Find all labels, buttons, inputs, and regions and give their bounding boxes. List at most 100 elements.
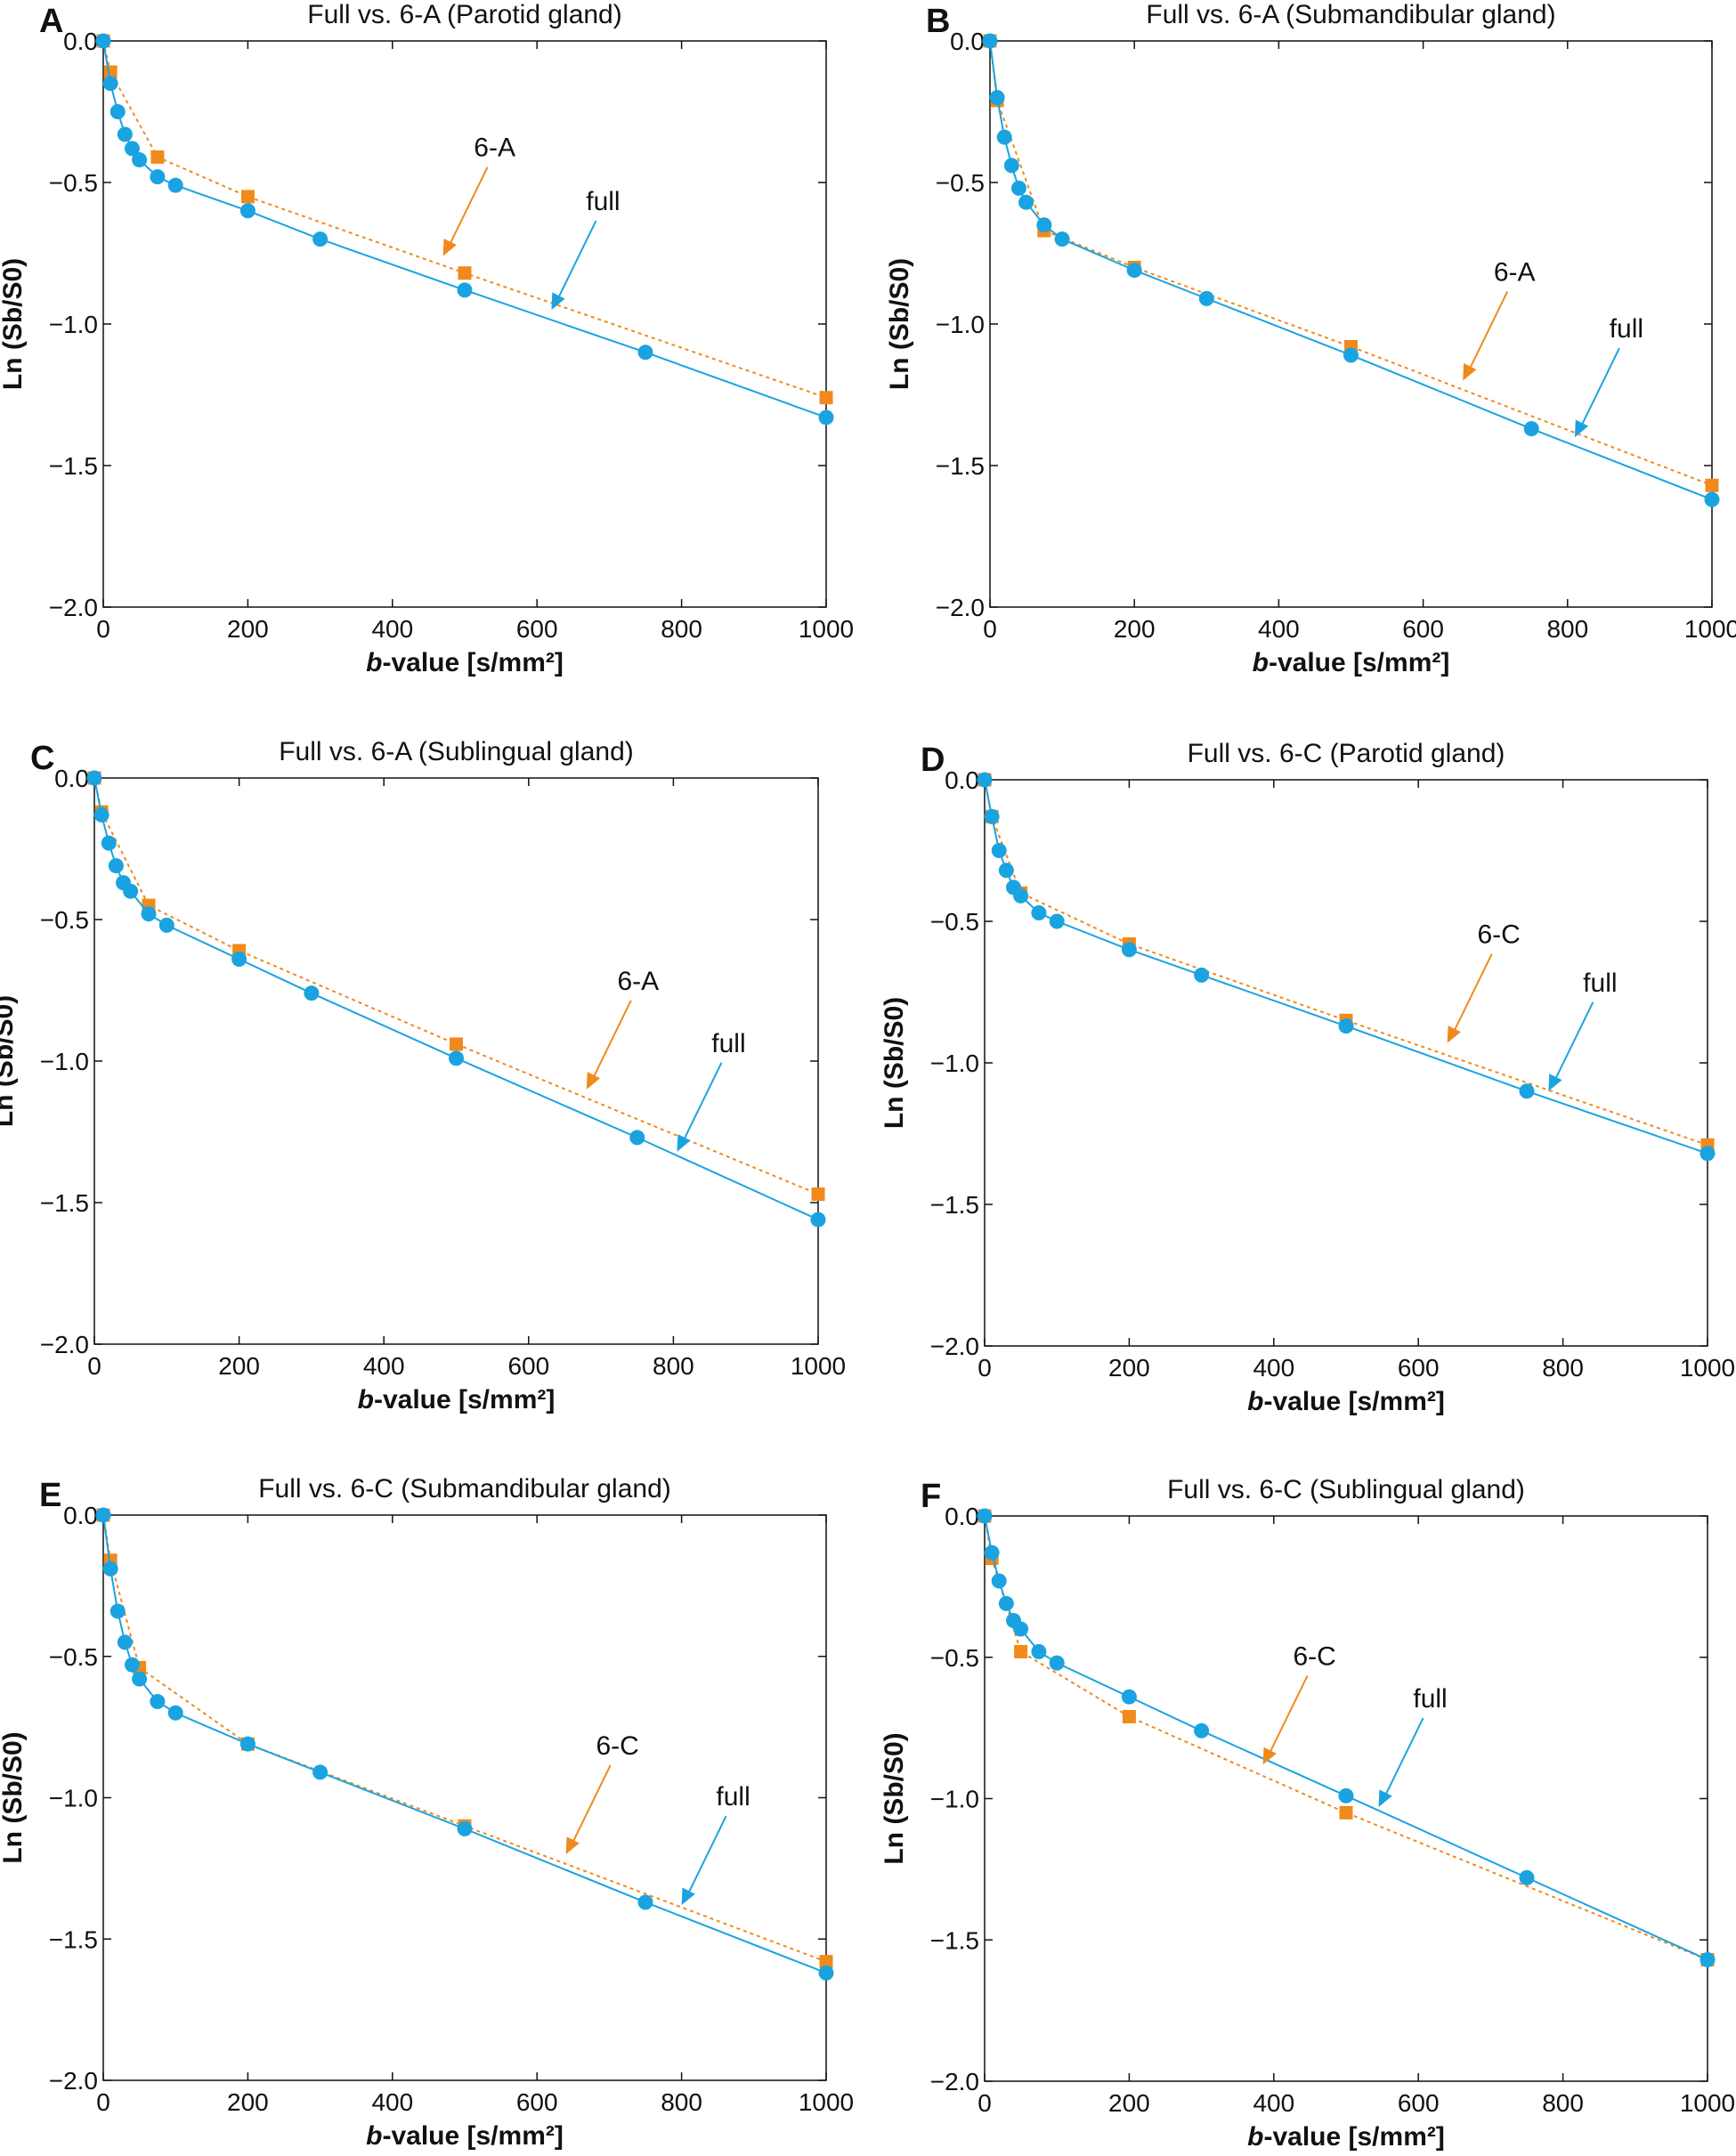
x-axis-label: b-value [s/mm²] [1253,648,1450,677]
x-tick-label: 1000 [799,2088,854,2116]
x-tick-label: 400 [1253,2089,1294,2117]
annotation-arrow-line [449,166,489,245]
annotation-arrowhead [681,1887,695,1906]
panel-letter: F [921,1478,941,1515]
y-tick-label: −1.5 [49,452,98,480]
data-point-circle [110,104,126,119]
data-point-circle [1126,263,1142,279]
annotation-label: 6-A [1494,258,1536,288]
y-axis-label: Ln (Sb/S0) [0,258,28,390]
annotation-label: 6-C [1293,1641,1335,1671]
x-tick-label: 0 [978,2089,992,2117]
data-point-circle [1519,1869,1535,1885]
data-point-circle [231,952,247,968]
x-tick-label: 200 [1108,1354,1150,1382]
y-tick-label: −1.5 [930,1191,979,1219]
plot-frame [989,40,1713,608]
y-tick-label: −1.5 [930,1926,979,1954]
annotation-full: full [551,187,621,311]
x-axis-label-italic: b [1247,1387,1263,1416]
data-point-circle [818,409,834,426]
x-axis-label: b-value [s/mm²] [366,648,564,677]
data-point-circle [1121,1689,1137,1705]
annotation-reduced: 6-A [442,134,515,256]
panel-letter: A [39,3,63,40]
data-point-circle [457,282,473,298]
x-tick-label: 1000 [791,1352,846,1380]
data-point-circle [1013,1621,1029,1637]
x-axis-label: b-value [s/mm²] [358,1385,556,1414]
annotation-reduced: 6-A [1463,258,1536,381]
y-axis-label: Ln (Sb/S0) [0,1731,28,1863]
series-line [93,777,819,1196]
x-tick-label: 600 [507,1352,549,1380]
data-point-circle [123,883,139,899]
series-line [102,40,827,418]
data-point-square [150,150,165,164]
x-tick-label: 200 [1114,615,1156,643]
annotation-arrowhead [565,1836,580,1854]
y-tick-label: −1.5 [49,1925,98,1953]
x-axis-label: b-value [s/mm²] [1247,1387,1445,1416]
y-axis-label: Ln (Sb/S0) [880,997,909,1129]
x-tick-label: 0 [983,615,997,643]
data-point-circle [1049,913,1065,929]
annotation-arrow-line [1384,1717,1424,1795]
data-point-circle [1198,290,1214,306]
data-point-circle [167,177,183,193]
y-tick-label: 0.0 [950,28,985,55]
annotation-arrowhead [1378,1789,1392,1808]
data-point-circle [637,1894,653,1910]
y-tick-label: 0.0 [945,766,979,794]
x-tick-label: 1000 [799,615,854,643]
data-point-circle [1338,1787,1354,1803]
data-point-circle [818,1965,834,1981]
annotation-arrow-line [687,1815,727,1893]
annotation-arrow-line [683,1062,723,1140]
x-tick-label: 1000 [1684,615,1736,643]
x-axis-label-rest: -value [s/mm²] [382,2121,563,2151]
y-tick-label: −0.5 [49,169,98,197]
panel-letter: D [921,742,945,779]
annotation-reduced: 6-C [1447,920,1521,1043]
data-point-circle [95,1507,111,1523]
data-point-circle [1003,158,1019,174]
x-tick-label: 800 [1546,615,1588,643]
data-point-circle [108,858,124,874]
data-point-circle [304,985,320,1001]
x-axis-label-italic: b [366,648,382,677]
data-point-circle [1031,904,1047,920]
chart-title: Full vs. 6-A (Parotid gland) [307,0,621,29]
y-tick-label: −0.5 [40,906,89,934]
series-line [984,1515,1708,1961]
panel-c: C Full vs. 6-A (Sublingual gland) 0 200 400 6… [0,737,846,1414]
series-full [95,1507,834,1981]
panel-letter: E [39,1477,61,1514]
series-6-A [96,34,833,405]
x-axis-label-rest: -value [s/mm²] [1263,1387,1444,1416]
data-point-circle [117,1634,133,1650]
annotation-label: 6-A [474,134,515,163]
annotation-arrow-line [1453,953,1493,1032]
series-line [984,779,1708,1147]
x-tick-label: 800 [653,1352,694,1380]
data-point-square [1705,478,1719,492]
series-line [93,777,819,1220]
y-axis-label: Ln (Sb/S0) [880,1732,909,1864]
x-tick-label: 600 [1402,615,1444,643]
annotation-label: full [586,187,620,216]
x-tick-label: 0 [96,2088,110,2116]
annotation-label: full [1610,314,1643,344]
annotation-full: full [677,1029,746,1152]
y-tick-label: −1.0 [930,1050,979,1077]
data-point-circle [1519,1083,1535,1099]
annotation-label: 6-C [1478,920,1521,950]
series-line [102,40,827,399]
annotation-arrowhead [1262,1747,1277,1765]
x-tick-label: 600 [1398,1354,1440,1382]
annotation-label: full [1413,1684,1447,1714]
y-tick-label: 0.0 [945,1503,979,1530]
y-tick-label: −0.5 [49,1643,98,1671]
y-tick-label: −0.5 [930,908,979,936]
data-point-circle [629,1130,645,1146]
